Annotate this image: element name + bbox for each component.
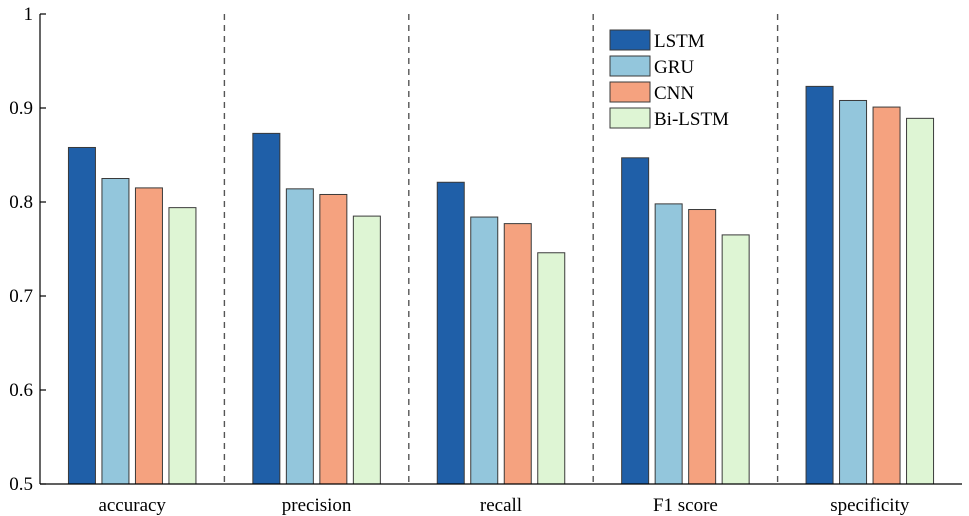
bars-group [67,85,935,485]
bar-bi-lstm-accuracy [168,207,197,485]
bar-lstm-specificity [805,85,834,485]
bar-lstm-precision [252,132,281,485]
y-tick-label: 0.8 [9,192,33,213]
bar-lstm-f1-score [621,157,650,485]
x-category-label: precision [282,495,352,516]
legend-label: CNN [654,83,694,104]
legend: LSTM GRU CNN Bi-LSTM [609,29,729,130]
y-tick-label: 0.5 [9,474,33,495]
legend-label: LSTM [654,31,705,52]
axes [39,14,962,485]
legend-label: Bi-LSTM [654,109,729,130]
bar-gru-accuracy [101,178,130,485]
y-ticks: 0.5 0.6 0.7 0.8 0.9 1 [9,4,46,495]
legend-label: GRU [654,57,694,78]
bar-bi-lstm-recall [537,252,566,485]
x-category-label: recall [480,495,522,516]
bar-cnn-specificity [872,106,901,485]
bar-gru-recall [470,216,499,485]
bar-lstm-accuracy [67,146,96,485]
legend-swatch-bi-lstm [609,107,651,129]
bar-gru-specificity [839,99,868,485]
y-tick-label: 0.6 [9,380,33,401]
bar-gru-f1-score [654,203,683,485]
y-tick-label: 0.9 [9,98,33,119]
bar-cnn-precision [319,193,348,485]
legend-swatch-gru [609,55,651,77]
bar-bi-lstm-precision [352,215,381,485]
bar-bi-lstm-specificity [906,117,935,485]
legend-swatch-lstm [609,29,651,51]
bar-cnn-accuracy [134,187,163,485]
category-separators [223,14,779,484]
bar-lstm-recall [436,181,465,485]
bar-cnn-recall [503,223,532,485]
x-category-label: F1 score [653,495,718,516]
bar-gru-precision [285,188,314,485]
x-category-label: accuracy [98,495,166,516]
bar-cnn-f1-score [688,209,717,485]
legend-swatch-cnn [609,81,651,103]
y-tick-label: 0.7 [9,286,33,307]
bar-bi-lstm-f1-score [721,234,750,485]
x-category-labels: accuracy precision recall F1 score specifici… [98,495,909,516]
x-category-label: specificity [830,495,910,516]
y-tick-label: 1 [24,4,34,25]
